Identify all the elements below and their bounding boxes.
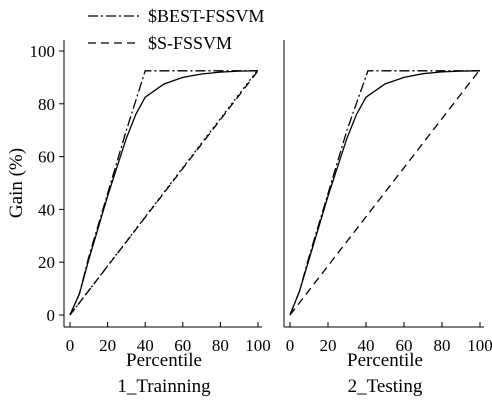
y-axis-title: Gain (%) [6, 148, 27, 218]
panel-subtitle: 1_Trainning [117, 376, 211, 397]
panel-subtitle: 2_Testing [348, 376, 423, 397]
x-tick-label: 20 [99, 336, 116, 355]
legend-label: $BEST-FSSVM [148, 6, 264, 26]
x-axis-title: Percentile [347, 350, 423, 371]
series-line-dash-dot [69, 70, 258, 316]
legend: $BEST-FSSVM $S-FSSVM [88, 6, 264, 53]
x-tick-label: 60 [396, 336, 413, 355]
panel-testing: 0 20 40 60 80 100 Percentile 2_Testing [283, 40, 492, 397]
y-tick-label: 80 [38, 95, 55, 114]
x-tick-label: 20 [320, 336, 337, 355]
x-tick-label: 0 [66, 336, 75, 355]
legend-label: $S-FSSVM [148, 33, 232, 53]
x-tick-label: 40 [358, 336, 375, 355]
series-line-solid [69, 70, 259, 316]
y-tick-label: 40 [38, 200, 55, 219]
y-tick-label: 0 [47, 306, 56, 325]
series-line-dashed [289, 69, 481, 316]
x-tick-label: 80 [212, 336, 229, 355]
x-tick-label: 60 [174, 336, 191, 355]
y-tick-label: 60 [38, 148, 55, 167]
y-tick-label: 20 [38, 253, 55, 272]
x-axis-title: Percentile [126, 350, 202, 371]
series-line-solid [289, 70, 481, 316]
series-line-dotted [69, 69, 259, 316]
x-tick-label: 100 [245, 336, 271, 355]
x-tick-label: 100 [467, 336, 492, 355]
panel-training: 0 20 40 60 80 100 0 20 40 60 80 100 Gain (%) Percenti… [6, 40, 271, 397]
x-tick-label: 0 [286, 336, 295, 355]
y-tick-label: 100 [30, 42, 56, 61]
x-tick-label: 80 [434, 336, 451, 355]
x-tick-label: 40 [137, 336, 154, 355]
